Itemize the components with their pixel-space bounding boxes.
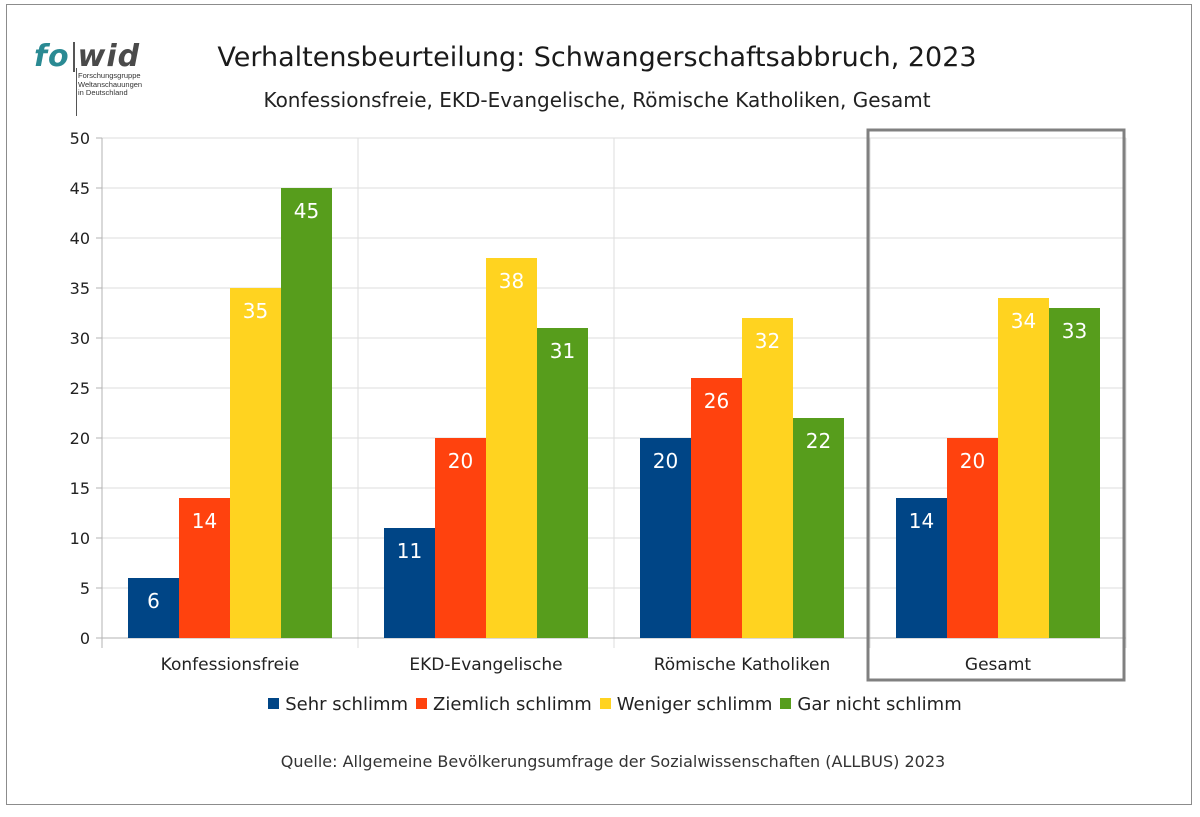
- bar: [1049, 308, 1100, 638]
- y-tick-label: 40: [70, 229, 90, 248]
- y-tick-label: 15: [70, 479, 90, 498]
- y-tick-label: 25: [70, 379, 90, 398]
- legend-label: Sehr schlimm: [285, 694, 409, 715]
- bar-value-label: 32: [755, 329, 780, 353]
- bar: [742, 318, 793, 638]
- bar-value-label: 33: [1062, 319, 1087, 343]
- highlight-box: [866, 128, 1126, 682]
- legend-swatch: [416, 698, 428, 709]
- bar-value-label: 20: [653, 449, 678, 473]
- bar: [281, 188, 332, 638]
- y-tick-label: 20: [70, 429, 90, 448]
- bar-chart: 0 5 10 15 20 25 30 35 40 45 50 6 14 35 45 Konfessionsfr…: [70, 128, 1127, 682]
- legend-item: Sehr schlimm: [268, 694, 408, 715]
- x-category-label: Römische Katholiken: [654, 655, 831, 675]
- logo-separator: [72, 42, 75, 72]
- y-tick-label: 50: [70, 129, 90, 148]
- y-tick-label: 10: [70, 529, 90, 548]
- bar-value-label: 6: [147, 589, 160, 613]
- bar: [128, 578, 179, 638]
- bar: [435, 438, 486, 638]
- bar: [998, 298, 1049, 638]
- bar: [691, 378, 742, 638]
- bar: [896, 498, 947, 638]
- logo-vertical-line: [76, 68, 77, 116]
- legend-item: Gar nicht schlimm: [780, 694, 962, 715]
- legend-label: Gar nicht schlimm: [797, 694, 962, 715]
- logo-wordmark: fo wid: [34, 42, 140, 72]
- y-tick-label: 30: [70, 329, 90, 348]
- bar: [230, 288, 281, 638]
- legend-swatch: [268, 698, 280, 709]
- logo-tagline-1: Forschungsgruppe: [78, 71, 141, 80]
- legend-swatch: [780, 698, 792, 709]
- bar: [537, 328, 588, 638]
- logo-tagline-2: Weltanschauungen: [78, 79, 143, 89]
- bar: [486, 258, 537, 638]
- legend-item: Ziemlich schlimm: [416, 694, 592, 715]
- bar: [384, 528, 435, 638]
- x-category-label: Gesamt: [965, 655, 1031, 675]
- legend-label: Weniger schlimm: [616, 694, 773, 715]
- bar: [947, 438, 998, 638]
- bar-value-label: 45: [294, 199, 319, 223]
- bar-value-label: 31: [550, 339, 575, 363]
- bar-value-label: 14: [192, 509, 217, 533]
- chart-title: Verhaltensbeurteilung: Schwangerschaftsa…: [217, 42, 977, 73]
- bar-value-label: 20: [960, 449, 985, 473]
- logo-fo: fo: [34, 39, 70, 74]
- bar: [179, 498, 230, 638]
- bar-value-label: 14: [909, 509, 934, 533]
- bar-value-label: 11: [397, 539, 422, 563]
- bar-value-label: 26: [704, 389, 729, 413]
- logo-tagline-3: in Deutschland: [78, 88, 128, 97]
- chart-legend: Sehr schlimm Ziemlich schlimm Weniger schl…: [0, 694, 1200, 715]
- y-tick-label: 0: [80, 629, 90, 648]
- bar-value-label: 20: [448, 449, 473, 473]
- logo-wid: wid: [77, 39, 141, 74]
- logo-tagline: Forschungsgruppe Weltanschauungen in Deu…: [78, 71, 143, 98]
- bar-value-label: 38: [499, 269, 524, 293]
- bar-value-label: 34: [1011, 309, 1036, 333]
- y-tick-label: 5: [80, 579, 90, 598]
- y-tick-label: 45: [70, 179, 90, 198]
- bar-value-label: 35: [243, 299, 268, 323]
- bar: [793, 418, 844, 638]
- chart-subtitle: Konfessionsfreie, EKD-Evangelische, Römi…: [263, 88, 931, 112]
- y-tick-label: 35: [70, 279, 90, 298]
- fowid-logo: fo wid Forschungsgruppe Weltanschauungen …: [34, 42, 164, 120]
- bar: [640, 438, 691, 638]
- legend-label: Ziemlich schlimm: [433, 694, 592, 715]
- legend-swatch: [599, 698, 611, 709]
- bar-value-label: 22: [806, 429, 831, 453]
- x-category-label: EKD-Evangelische: [409, 655, 562, 675]
- legend-item: Weniger schlimm: [599, 694, 773, 715]
- x-category-label: Konfessionsfreie: [161, 655, 300, 675]
- source-note: Quelle: Allgemeine Bevölkerungsumfrage d…: [280, 752, 946, 771]
